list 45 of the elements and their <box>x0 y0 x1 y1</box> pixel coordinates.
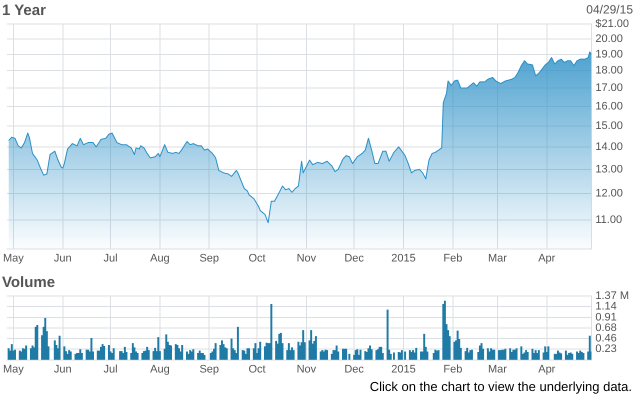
y-tick-label: 0.91 <box>595 311 617 324</box>
y-tick-label: 0.68 <box>595 322 617 334</box>
x-tick-label: Oct <box>248 252 266 264</box>
x-tick-label: Mar <box>488 363 508 376</box>
x-tick-label: Jun <box>54 252 72 264</box>
text: 04/29/15 <box>586 2 634 16</box>
y-tick-label: 11.00 <box>595 214 622 226</box>
x-tick-label: Oct <box>248 363 266 376</box>
x-tick-label: 2015 <box>391 252 416 264</box>
x-tick-label: Sep <box>199 252 220 264</box>
chart-title: Volume <box>2 274 56 292</box>
x-tick-label: Aug <box>150 363 170 376</box>
x-tick-label: Dec <box>344 252 364 264</box>
y-tick-label: 1.14 <box>595 300 617 313</box>
y-tick-label: 0.23 <box>595 343 617 356</box>
y-tick-label: 18.00 <box>595 64 623 77</box>
y-tick-label: 19.00 <box>595 48 623 60</box>
x-tick-label: Jun <box>54 363 72 376</box>
y-tick-label: 14.00 <box>595 140 623 153</box>
x-tick-label: Mar <box>488 252 508 264</box>
y-tick-label: 13.00 <box>595 163 623 176</box>
y-tick-label: 0.46 <box>595 332 617 344</box>
y-tick-label: 12.00 <box>595 188 623 200</box>
x-tick-label: May <box>3 363 24 376</box>
x-tick-label: Apr <box>538 252 556 264</box>
x-tick-label: May <box>3 252 24 264</box>
x-tick-label: Nov <box>296 252 317 264</box>
x-tick-label: Jul <box>104 363 118 376</box>
x-tick-label: 2015 <box>391 363 416 376</box>
y-tick-label: 16.00 <box>595 100 623 112</box>
x-tick-label: Apr <box>538 363 556 376</box>
x-tick-label: Aug <box>150 252 170 264</box>
y-tick-label: 20.00 <box>595 32 623 45</box>
y-tick-label: $21.00 <box>595 18 630 30</box>
text: Click on the chart to view the underlying data. <box>370 379 632 394</box>
x-tick-label: Feb <box>443 363 462 376</box>
chart-title: 1 Year <box>2 2 46 20</box>
x-tick-label: Nov <box>296 363 317 376</box>
x-tick-label: Sep <box>199 363 220 376</box>
x-tick-label: Dec <box>344 363 364 376</box>
x-tick-label: Feb <box>443 252 462 264</box>
x-tick-label: Jul <box>104 252 118 264</box>
y-tick-label: 15.00 <box>595 120 623 132</box>
y-tick-label: 17.00 <box>595 82 623 94</box>
y-tick-label: 1.37 M <box>595 290 630 302</box>
